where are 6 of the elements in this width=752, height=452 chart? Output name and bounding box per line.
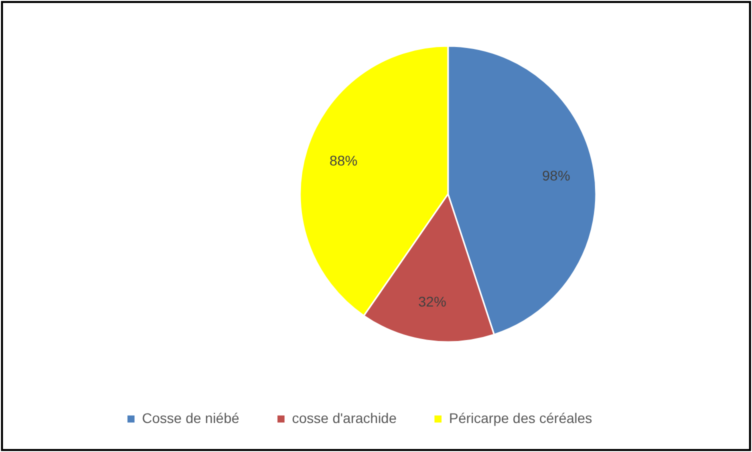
legend-label: Cosse de niébé [142,410,240,426]
data-label: 98% [542,168,570,184]
data-label: 32% [418,293,446,310]
legend-label: Péricarpe des céréales [449,410,592,426]
legend-label: cosse d'arachide [292,410,397,426]
data-label: 88% [329,152,358,168]
